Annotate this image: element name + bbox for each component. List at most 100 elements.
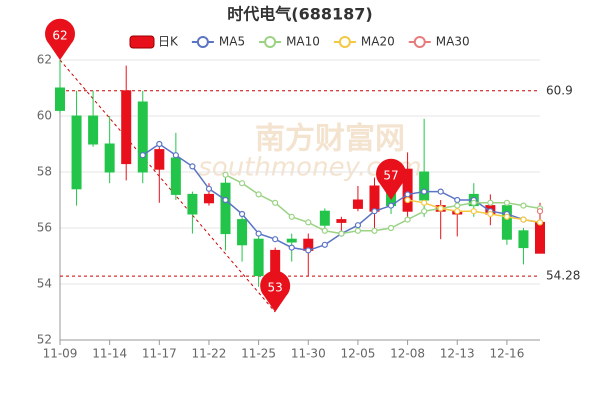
ma-point [421,208,428,215]
pin-label: 62 [52,29,67,43]
ma-point [404,196,411,204]
candle-body [71,115,82,190]
candle-body [518,230,529,249]
legend-icon [129,35,155,49]
watermark: 南方财富网 [255,122,405,157]
legend-icon [196,36,209,48]
candle-body [55,87,65,111]
legend-label: 日K [158,35,179,49]
ma-point [503,213,510,220]
candle-body [137,101,148,173]
x-tick-label: 12-05 [340,347,375,361]
pin-label: 57 [383,169,398,183]
y-tick-label: 52 [37,333,52,347]
x-tick-label: 11-14 [92,347,127,361]
ma-point [288,213,295,220]
ma-point [520,216,527,223]
ma-point [354,222,362,229]
legend-label: MA5 [219,35,245,49]
y-tick-label: 58 [37,165,52,179]
ma-point [255,230,262,237]
candle-body [352,199,363,209]
ma-point [421,188,428,195]
ma-point [404,216,411,223]
ma-point [305,219,312,226]
candle-body [121,90,132,165]
ma-point [139,152,146,159]
candle-body [104,143,115,173]
legend-label: MA30 [436,35,470,49]
candle-body [220,182,231,235]
ma-point [387,202,395,209]
ma-point [470,208,477,215]
ma-point [222,171,229,178]
x-tick-label: 11-30 [291,347,326,361]
ma-point [321,227,328,234]
candle-body [203,193,214,204]
ma-point [222,196,229,204]
y-tick-label: 60 [37,109,52,123]
ma-point [238,210,246,218]
ma-point [503,199,510,206]
candle-body [336,219,347,223]
pin-label: 53 [268,281,283,295]
ma-point [404,191,411,198]
candle-body [402,168,413,212]
ma-point [272,199,279,206]
ma-point [520,202,527,209]
ma-point [305,247,312,254]
ma-point [354,227,362,234]
candle-body [237,219,248,246]
ma-point [156,140,163,148]
candle-body [286,238,297,243]
candle-body [187,193,198,215]
ma-point [205,185,213,192]
ma-point [437,205,444,212]
y-tick-label: 54 [37,277,52,291]
ma-point [387,224,395,232]
x-tick-label: 11-22 [192,347,227,361]
x-tick-label: 12-16 [489,347,524,361]
chart-title: 时代电气(688187) [227,5,372,24]
ma-point [321,241,328,248]
ma-point [487,199,494,206]
ma-point [371,227,378,234]
x-tick-label: 11-09 [43,347,78,361]
ma-point [272,236,279,243]
ma-point [421,199,428,206]
ma-point [238,180,246,187]
ma-point [172,152,179,159]
reference-label: 60.9 [546,83,573,97]
legend-icon [413,36,426,48]
x-tick-label: 11-17 [142,347,177,361]
ma-point [536,208,544,215]
candle-body [154,149,165,170]
ma-point [338,230,345,237]
ma-point [454,196,461,204]
ma-point [454,208,461,215]
candle-body [253,238,264,277]
ma-point [288,244,295,251]
ma-point [470,199,477,206]
x-tick-label: 11-25 [241,347,276,361]
candle-body [319,210,330,226]
candle-body [369,185,380,212]
ma-point [487,210,494,218]
legend-icon [264,36,277,48]
candle-body [535,221,545,254]
y-tick-label: 56 [37,221,52,235]
ma-point [536,219,544,226]
ma-point [189,163,196,170]
x-tick-label: 12-08 [390,347,425,361]
y-tick-label: 62 [37,53,52,67]
reference-label: 54.28 [546,269,580,283]
ma-point [255,191,262,198]
candle-body [419,171,430,201]
ma-point [437,188,444,195]
candle-body [88,115,99,145]
ma-point [371,208,378,215]
trend-line [59,59,276,313]
candle-body [501,205,512,240]
pin [260,270,291,312]
